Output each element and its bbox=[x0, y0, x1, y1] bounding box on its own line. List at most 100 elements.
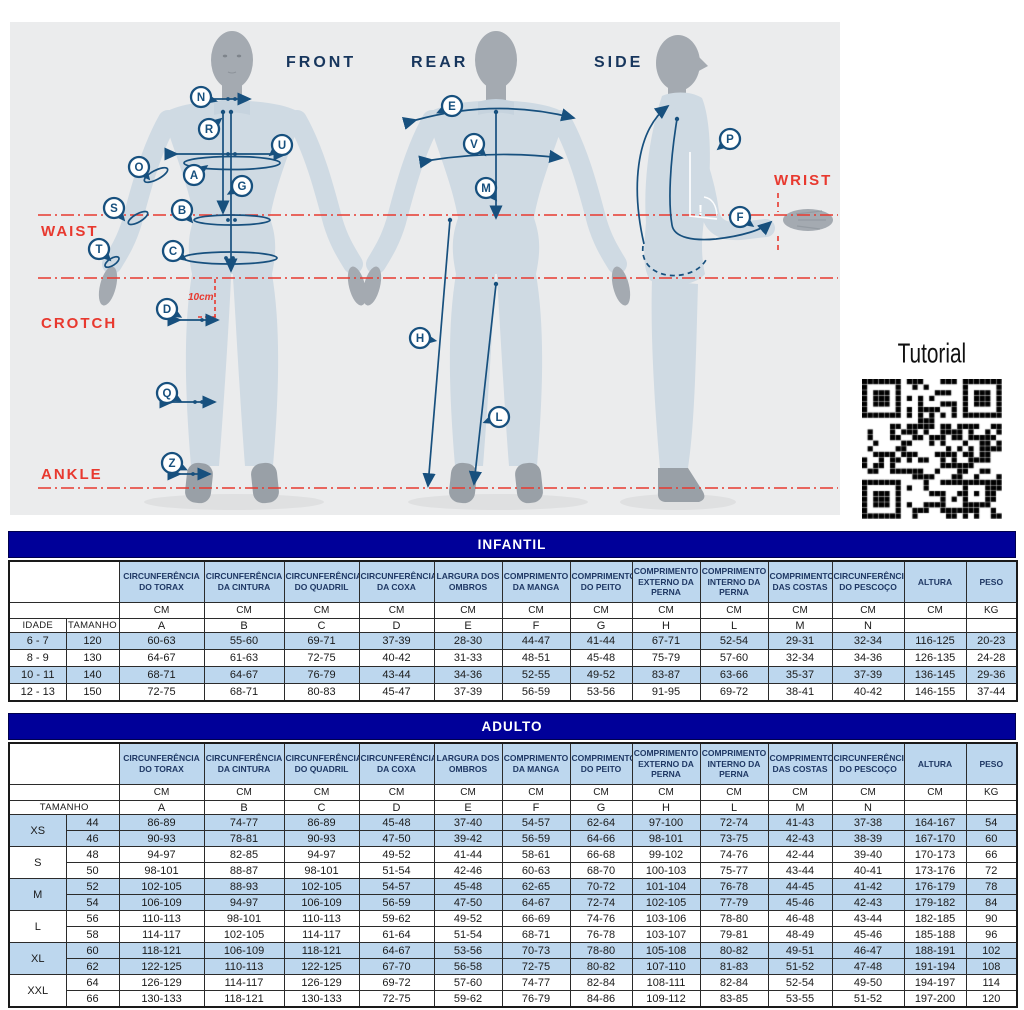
adulto-data-row: 66 130-133 118-121 130-133 72-75 59-62 76-79 84… bbox=[9, 990, 1018, 1008]
svg-text:G: G bbox=[238, 181, 247, 193]
unit-cell: CM bbox=[569, 602, 633, 619]
value-cell: 51-54 bbox=[433, 926, 503, 943]
value-cell: 179-182 bbox=[903, 894, 967, 911]
value-cell: 70-73 bbox=[501, 942, 571, 959]
value-cell: 53-55 bbox=[767, 990, 833, 1008]
value-cell: 82-84 bbox=[699, 974, 769, 991]
unit-cell: CM bbox=[358, 784, 435, 801]
value-cell: 68-71 bbox=[118, 666, 205, 684]
letter-cell bbox=[903, 618, 967, 633]
value-cell: 38-41 bbox=[767, 683, 833, 702]
value-cell: 84-86 bbox=[569, 990, 633, 1008]
value-cell: 86-89 bbox=[283, 814, 360, 831]
column-header-cell: PESO bbox=[965, 560, 1018, 603]
marker-R: R bbox=[197, 117, 223, 141]
svg-text:R: R bbox=[205, 124, 214, 136]
value-cell: 53-56 bbox=[433, 942, 503, 959]
marker-E: E bbox=[436, 94, 464, 118]
size-group-cell: XXL bbox=[8, 974, 67, 1008]
letter-cell: L bbox=[699, 618, 769, 633]
panel-background bbox=[10, 22, 840, 515]
adulto-data-row: 54 106-109 94-97 106-109 56-59 47-50 64-67 72-7… bbox=[9, 894, 1018, 911]
value-cell: 110-113 bbox=[203, 958, 285, 975]
side-mannequin bbox=[644, 35, 833, 502]
svg-text:E: E bbox=[448, 101, 456, 113]
value-cell: 66 bbox=[965, 846, 1018, 863]
size-group-cell: XL bbox=[8, 942, 67, 975]
value-cell: 78-80 bbox=[569, 942, 633, 959]
size-number-cell: 46 bbox=[65, 830, 120, 847]
spacer-cell bbox=[8, 784, 120, 801]
idade-cell: 6 - 7 bbox=[8, 632, 67, 650]
value-cell: 31-33 bbox=[433, 649, 503, 667]
value-cell: 122-125 bbox=[283, 958, 360, 975]
svg-text:T: T bbox=[95, 244, 102, 256]
value-cell: 118-121 bbox=[283, 942, 360, 959]
infantil-data-row: 12 - 13 150 72-75 68-71 80-83 45-47 37-39 56-59… bbox=[8, 683, 1018, 702]
adulto-data-row: XL 60 118-121 106-109 118-121 64-67 53-56 70-73… bbox=[8, 942, 1018, 975]
value-cell: 43-44 bbox=[767, 862, 833, 879]
adulto-section: ADULTO CIRCUNFERÊNCIA DO TORAX CIRCUNFERÊ… bbox=[8, 713, 1018, 1008]
size-number-cell: 48 bbox=[65, 846, 120, 863]
adulto-data-row: 58 114-117 102-105 114-117 61-64 51-54 68-71 76… bbox=[9, 926, 1018, 943]
value-cell: 34-36 bbox=[433, 666, 503, 684]
value-cell: 80-83 bbox=[283, 683, 360, 702]
value-cell: 51-54 bbox=[358, 862, 435, 879]
value-cell: 74-76 bbox=[569, 910, 633, 927]
value-cell: 52-54 bbox=[767, 974, 833, 991]
value-cell: 114-117 bbox=[283, 926, 360, 943]
value-cell: 68-71 bbox=[501, 926, 571, 943]
value-cell: 76-79 bbox=[501, 990, 571, 1008]
svg-text:C: C bbox=[169, 246, 177, 258]
column-header-cell: COMPRIMENTO INTERNO DA PERNA bbox=[699, 560, 769, 603]
size-number-cell: 50 bbox=[65, 862, 120, 879]
value-cell: 102-105 bbox=[283, 878, 360, 895]
unit-cell: CM bbox=[831, 784, 905, 801]
value-cell: 94-97 bbox=[283, 846, 360, 863]
value-cell: 37-40 bbox=[433, 814, 503, 831]
value-cell: 99-102 bbox=[631, 846, 701, 863]
value-cell: 72-74 bbox=[699, 814, 769, 831]
value-cell: 64-67 bbox=[358, 942, 435, 959]
infantil-data-row: 6 - 7 120 60-63 55-60 69-71 37-39 28-30 44-47 41… bbox=[8, 632, 1018, 650]
letter-cell: E bbox=[433, 618, 503, 633]
value-cell: 43-44 bbox=[358, 666, 435, 684]
column-header-cell: ALTURA bbox=[903, 742, 967, 785]
unit-cell: CM bbox=[433, 602, 503, 619]
value-cell: 59-62 bbox=[358, 910, 435, 927]
value-cell: 56-59 bbox=[501, 830, 571, 847]
marker-B: B bbox=[170, 198, 194, 224]
value-cell: 41-42 bbox=[831, 878, 905, 895]
letter-cell: M bbox=[767, 618, 833, 633]
value-cell: 76-78 bbox=[699, 878, 769, 895]
column-header-cell: COMPRIMENTO EXTERNO DA PERNA bbox=[631, 742, 701, 785]
value-cell: 39-40 bbox=[831, 846, 905, 863]
size-group-cell: L bbox=[8, 910, 67, 943]
value-cell: 102 bbox=[965, 942, 1018, 959]
value-cell: 44-45 bbox=[767, 878, 833, 895]
value-cell: 42-43 bbox=[767, 830, 833, 847]
unit-cell: KG bbox=[965, 784, 1018, 801]
tamanho-header-cell: TAMANHO bbox=[65, 618, 120, 633]
column-header-cell: ALTURA bbox=[903, 560, 967, 603]
letter-cell: A bbox=[118, 618, 205, 633]
value-cell: 53-56 bbox=[569, 683, 633, 702]
value-cell: 191-194 bbox=[903, 958, 967, 975]
letter-cell: D bbox=[358, 618, 435, 633]
value-cell: 82-85 bbox=[203, 846, 285, 863]
marker-T: T bbox=[87, 237, 112, 262]
header-row: CIRCUNFERÊNCIA DO TORAX CIRCUNFERÊNCIA DA… bbox=[8, 560, 1018, 603]
size-group-cell: S bbox=[8, 846, 67, 879]
ankle-label: ANKLE bbox=[41, 466, 103, 483]
value-cell: 164-167 bbox=[903, 814, 967, 831]
spacer-cell bbox=[8, 560, 120, 603]
tamanho-cell: 120 bbox=[65, 632, 120, 650]
marker-F: F bbox=[728, 205, 755, 229]
letter-cell: F bbox=[501, 618, 571, 633]
column-header-cell: COMPRIMENTO DAS COSTAS bbox=[767, 742, 833, 785]
value-cell: 64-67 bbox=[203, 666, 285, 684]
column-header-cell: CIRCUNFERÊNCIA DO TORAX bbox=[118, 742, 205, 785]
letter-cell bbox=[965, 618, 1018, 633]
column-header-cell: COMPRIMENTO DO PEITO bbox=[569, 560, 633, 603]
letter-cell: C bbox=[283, 800, 360, 815]
